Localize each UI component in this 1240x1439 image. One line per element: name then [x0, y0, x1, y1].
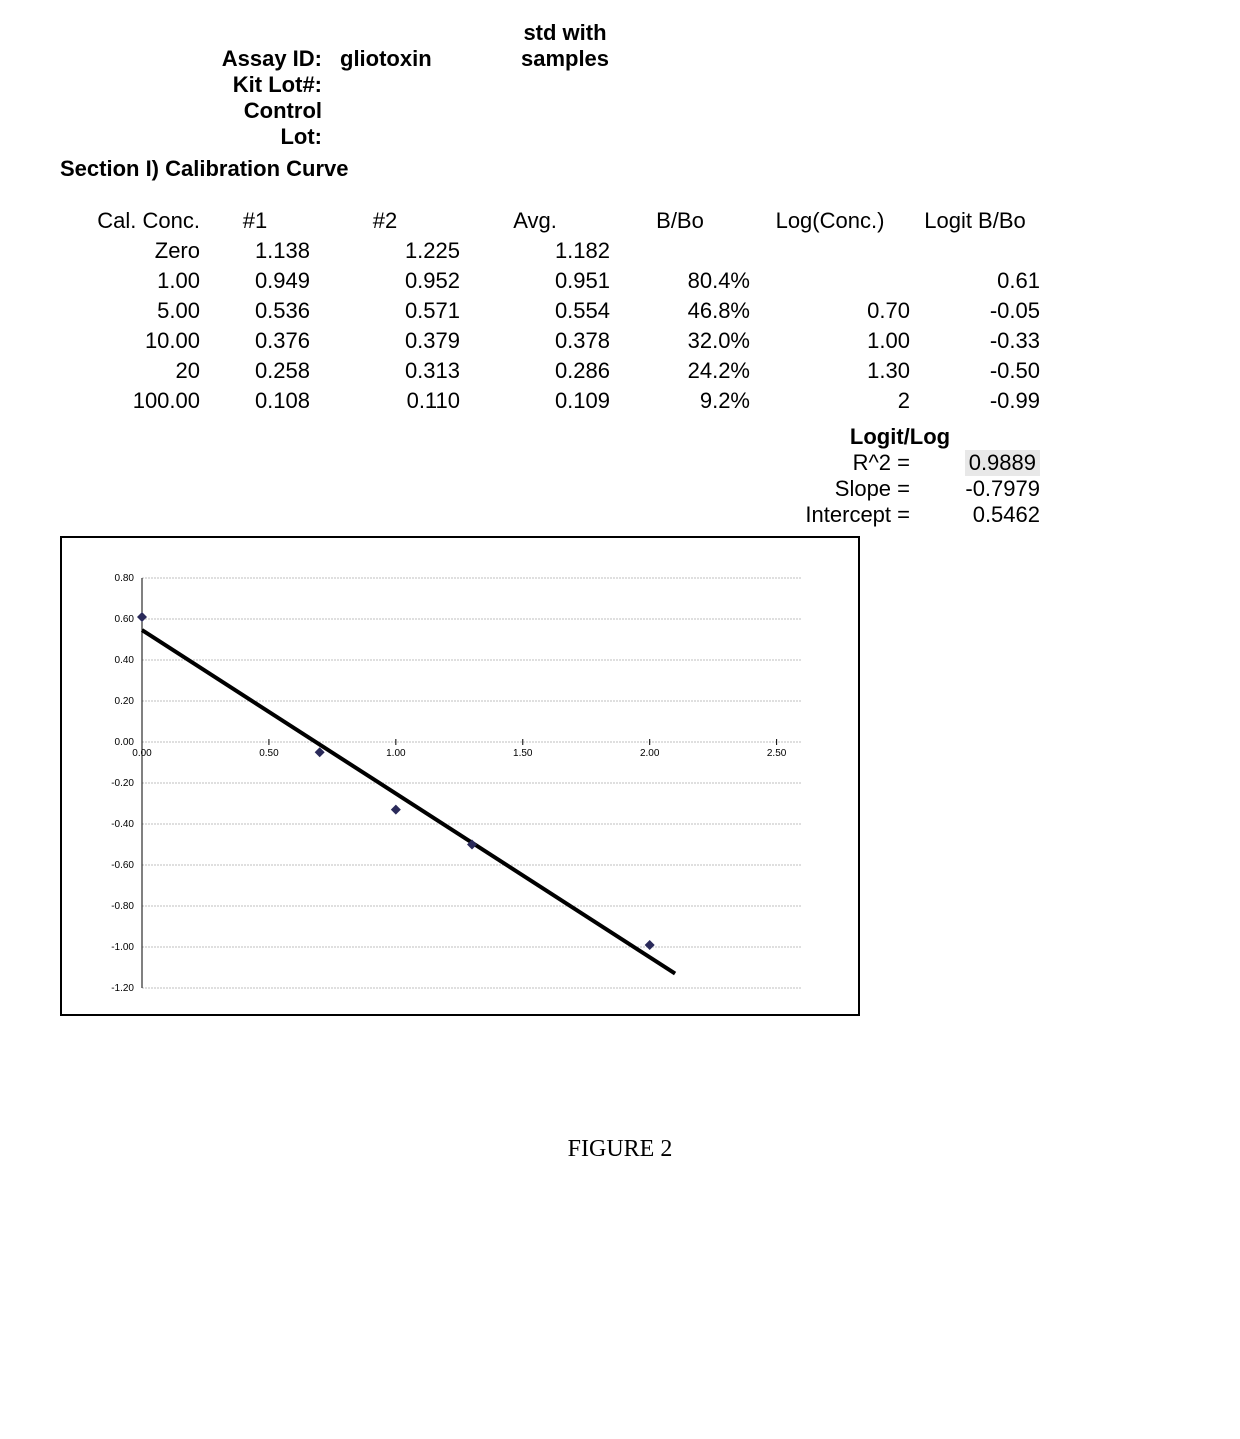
col-logit: Logit B/Bo: [910, 206, 1040, 236]
cell-n2: 0.571: [310, 296, 460, 326]
table-row: 200.2580.3130.28624.2%1.30-0.50: [60, 356, 1040, 386]
cell-n2: 0.110: [310, 386, 460, 416]
r2-value: 0.9889: [965, 450, 1040, 476]
col-bbo: B/Bo: [610, 206, 750, 236]
table-row: Zero1.1381.2251.182: [60, 236, 1040, 266]
table-row: 1.000.9490.9520.95180.4% 0.61: [60, 266, 1040, 296]
svg-text:0.20: 0.20: [115, 696, 135, 707]
cell-avg: 1.182: [460, 236, 610, 266]
col-logc: Log(Conc.): [750, 206, 910, 236]
assay-header: std with Assay ID: gliotoxin samples Kit…: [60, 20, 1180, 150]
assay-id-value: gliotoxin: [340, 46, 500, 72]
figure-caption: FIGURE 2: [60, 1136, 1180, 1163]
cell-n2: 0.313: [310, 356, 460, 386]
cell-avg: 0.951: [460, 266, 610, 296]
std-with-label: std with: [500, 20, 630, 46]
svg-text:2.50: 2.50: [767, 748, 787, 759]
assay-id-label: Assay ID:: [60, 46, 340, 72]
cell-conc: 1.00: [60, 266, 200, 296]
slope-value: -0.7979: [910, 476, 1040, 502]
cell-logc: 1.30: [750, 356, 910, 386]
col-n1: #1: [200, 206, 310, 236]
calibration-table: Cal. Conc. #1 #2 Avg. B/Bo Log(Conc.) Lo…: [60, 206, 1040, 416]
cell-n1: 0.108: [200, 386, 310, 416]
cell-logit: 0.61: [910, 266, 1040, 296]
cell-n2: 1.225: [310, 236, 460, 266]
cell-bbo: 46.8%: [610, 296, 750, 326]
cell-conc: 20: [60, 356, 200, 386]
cell-logc: 2: [750, 386, 910, 416]
cell-bbo: 32.0%: [610, 326, 750, 356]
cell-logit: -0.99: [910, 386, 1040, 416]
r2-label: R^2 =: [60, 450, 910, 476]
cell-n1: 0.258: [200, 356, 310, 386]
svg-text:-0.80: -0.80: [111, 901, 134, 912]
cell-n1: 0.949: [200, 266, 310, 296]
cell-avg: 0.286: [460, 356, 610, 386]
col-avg: Avg.: [460, 206, 610, 236]
section-title: Section I) Calibration Curve: [60, 156, 1180, 182]
slope-label: Slope =: [60, 476, 910, 502]
svg-text:-1.00: -1.00: [111, 942, 134, 953]
svg-text:0.60: 0.60: [115, 614, 135, 625]
cell-conc: 100.00: [60, 386, 200, 416]
cell-n1: 0.536: [200, 296, 310, 326]
svg-text:-0.60: -0.60: [111, 860, 134, 871]
table-row: 100.000.1080.1100.1099.2%2-0.99: [60, 386, 1040, 416]
svg-text:1.50: 1.50: [513, 748, 533, 759]
cell-n2: 0.379: [310, 326, 460, 356]
control-label: Control: [60, 98, 340, 124]
cell-bbo: 24.2%: [610, 356, 750, 386]
svg-text:-0.40: -0.40: [111, 819, 134, 830]
cell-logit: -0.05: [910, 296, 1040, 326]
cell-n1: 1.138: [200, 236, 310, 266]
table-row: 10.000.3760.3790.37832.0%1.00-0.33: [60, 326, 1040, 356]
svg-text:-1.20: -1.20: [111, 983, 134, 994]
cell-logc: 1.00: [750, 326, 910, 356]
col-conc: Cal. Conc.: [60, 206, 200, 236]
cell-logit: -0.33: [910, 326, 1040, 356]
cell-n2: 0.952: [310, 266, 460, 296]
table-row: 5.000.5360.5710.55446.8%0.70-0.05: [60, 296, 1040, 326]
cell-avg: 0.554: [460, 296, 610, 326]
cell-bbo: 80.4%: [610, 266, 750, 296]
samples-label: samples: [500, 46, 630, 72]
cell-logc: [750, 266, 910, 296]
cell-logc: 0.70: [750, 296, 910, 326]
lot-label: Lot:: [60, 124, 340, 150]
svg-text:0.50: 0.50: [259, 748, 279, 759]
svg-text:2.00: 2.00: [640, 748, 660, 759]
regression-stats: Logit/Log R^2 = 0.9889 Slope = -0.7979 I…: [60, 424, 1180, 528]
intercept-value: 0.5462: [910, 502, 1040, 528]
col-n2: #2: [310, 206, 460, 236]
chart-svg: -1.20 -1.00 -0.80 -0.60 -0.40 -0.20 0.00 0.20 0.…: [92, 568, 822, 998]
cell-bbo: [610, 236, 750, 266]
svg-text:0.40: 0.40: [115, 655, 135, 666]
svg-text:0.80: 0.80: [115, 573, 135, 584]
cell-logit: -0.50: [910, 356, 1040, 386]
cell-bbo: 9.2%: [610, 386, 750, 416]
cell-conc: 10.00: [60, 326, 200, 356]
logitlog-title: Logit/Log: [60, 424, 1040, 450]
cell-conc: Zero: [60, 236, 200, 266]
cell-avg: 0.109: [460, 386, 610, 416]
svg-text:-0.20: -0.20: [111, 778, 134, 789]
cell-conc: 5.00: [60, 296, 200, 326]
kit-lot-label: Kit Lot#:: [60, 72, 340, 98]
svg-text:0.00: 0.00: [115, 737, 135, 748]
cell-n1: 0.376: [200, 326, 310, 356]
cell-avg: 0.378: [460, 326, 610, 356]
cell-logc: [750, 236, 910, 266]
svg-text:0.00: 0.00: [132, 748, 152, 759]
intercept-label: Intercept =: [60, 502, 910, 528]
cell-logit: [910, 236, 1040, 266]
svg-text:1.00: 1.00: [386, 748, 406, 759]
calibration-chart: -1.20 -1.00 -0.80 -0.60 -0.40 -0.20 0.00 0.20 0.…: [60, 536, 860, 1016]
table-header-row: Cal. Conc. #1 #2 Avg. B/Bo Log(Conc.) Lo…: [60, 206, 1040, 236]
